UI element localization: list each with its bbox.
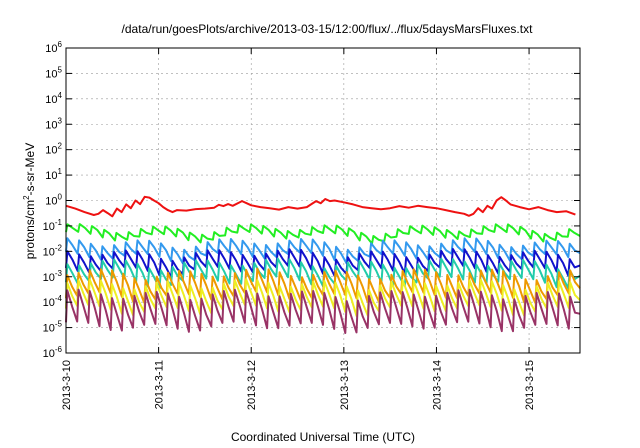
x-tick-label: 2013-3-11 <box>154 360 166 409</box>
y-tick-label: 10-3 <box>43 269 63 284</box>
y-tick-label: 10-6 <box>43 345 63 360</box>
y-tick-label: 104 <box>45 91 62 106</box>
x-tick-label: 2013-3-12 <box>246 360 258 410</box>
series-line-1 <box>65 223 581 245</box>
y-tick-label: 10-2 <box>43 243 63 258</box>
y-tick-label: 101 <box>45 167 62 182</box>
y-tick-label: 10-4 <box>43 294 63 309</box>
y-tick-label: 105 <box>45 65 62 80</box>
x-tick-label: 2013-3-14 <box>431 360 443 410</box>
x-tick-label: 2013-3-13 <box>339 360 351 410</box>
y-tick-label: 106 <box>45 40 62 55</box>
y-tick-label: 10-1 <box>43 218 63 233</box>
series-line-7 <box>65 288 581 334</box>
x-tick-label: 2013-3-10 <box>61 360 73 410</box>
series-line-2 <box>65 237 581 265</box>
x-axis-title: Coordinated Universal Time (UTC) <box>231 430 415 444</box>
y-tick-labels: 10-6 10-5 10-4 10-3 10-2 10-1 100 101 102 103 104 1… <box>43 40 63 360</box>
y-tick-label: 10-5 <box>43 320 63 335</box>
x-tick-label: 2013-3-15 <box>524 360 536 410</box>
ticks <box>65 47 580 354</box>
y-tick-label: 102 <box>45 142 62 157</box>
x-tick-labels: 2013-3-10 2013-3-11 2013-3-12 2013-3-13 2013… <box>61 360 536 410</box>
y-tick-label: 103 <box>45 116 62 131</box>
chart-title: /data/run/goesPlots/archive/2013-03-15/1… <box>122 22 534 36</box>
y-axis-title: protons/cm2-s-sr-MeV <box>22 143 37 259</box>
series-line-0 <box>65 195 576 218</box>
series-group <box>65 195 581 334</box>
y-tick-label: 100 <box>45 193 62 208</box>
